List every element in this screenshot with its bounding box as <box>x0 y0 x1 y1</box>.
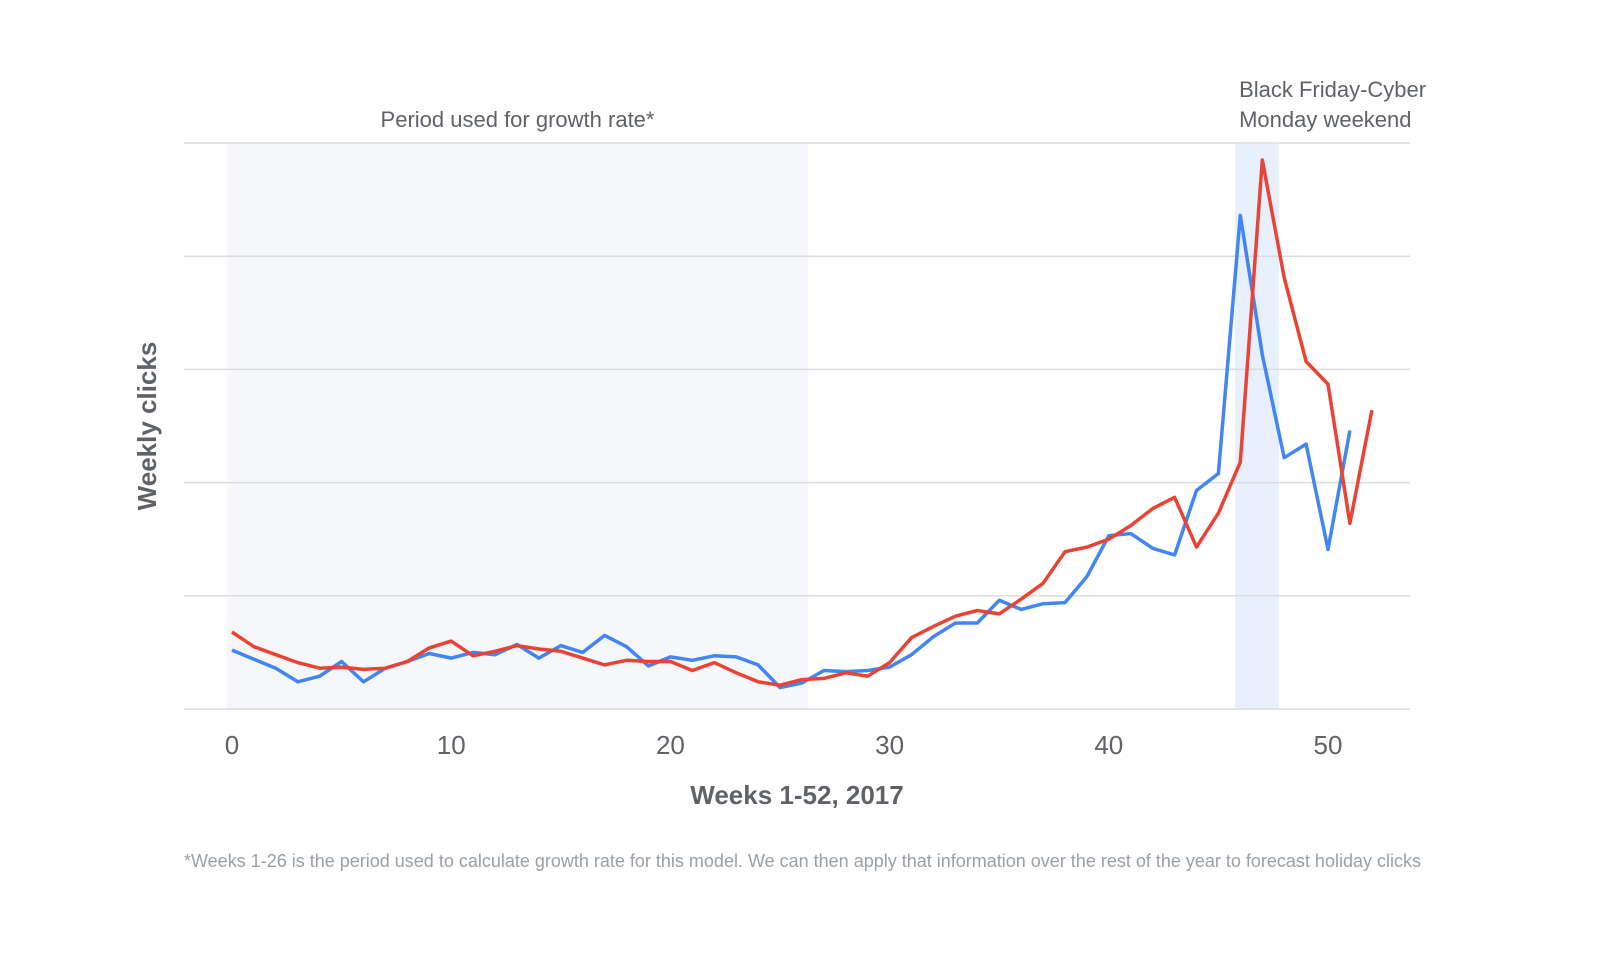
highlight-band <box>226 143 809 709</box>
series-line <box>231 158 1374 687</box>
band-label: Monday weekend <box>1239 107 1411 132</box>
x-tick-label: 40 <box>1094 730 1123 760</box>
x-tick-label: 50 <box>1314 730 1343 760</box>
x-tick-label: 10 <box>437 730 466 760</box>
x-tick-label: 0 <box>225 730 239 760</box>
y-axis-title: Weekly clicks <box>132 342 162 511</box>
x-tick-label: 20 <box>656 730 685 760</box>
series-line <box>231 213 1352 690</box>
band-label: Black Friday-Cyber <box>1239 77 1426 102</box>
footnote: *Weeks 1-26 is the period used to calcul… <box>184 851 1421 871</box>
x-tick-label: 30 <box>875 730 904 760</box>
x-axis-title: Weeks 1-52, 2017 <box>690 780 903 810</box>
band-label: Period used for growth rate* <box>381 107 655 132</box>
